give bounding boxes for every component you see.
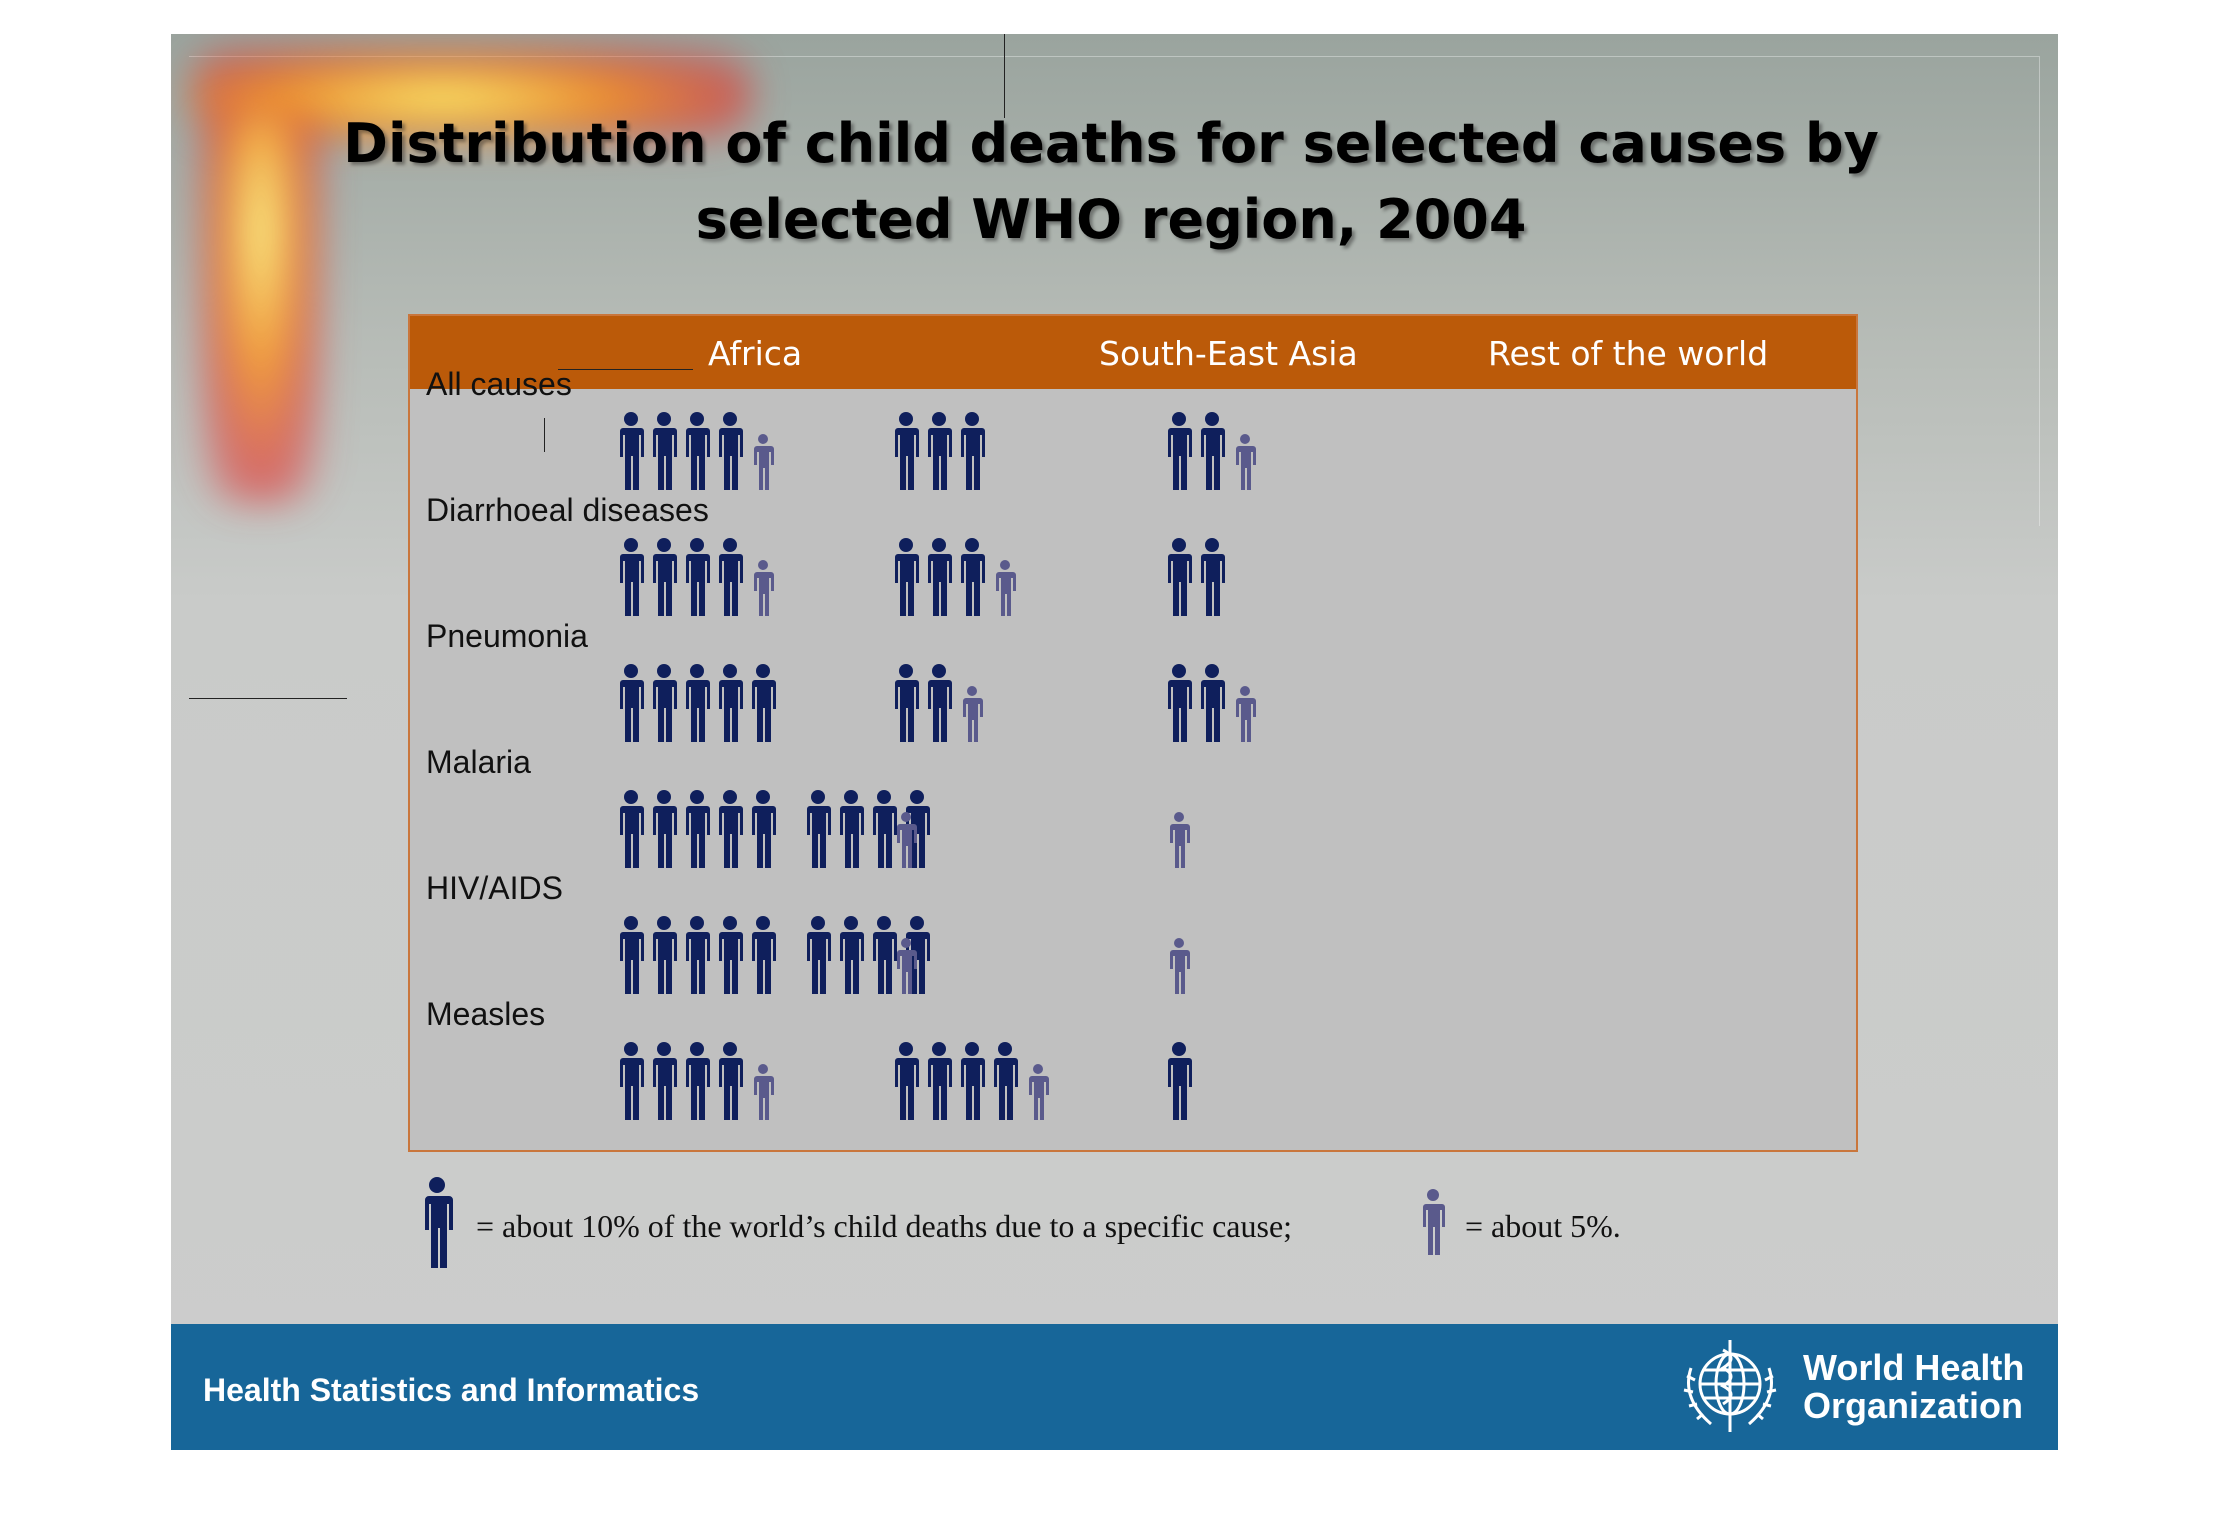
full-person-icon <box>928 664 952 742</box>
full-person-icon <box>1201 664 1225 742</box>
full-person-icon <box>620 412 644 490</box>
who-name: World Health Organization <box>1803 1349 2024 1425</box>
full-person-icon <box>719 664 743 742</box>
full-person-icon <box>895 412 919 490</box>
full-person-icon <box>1168 1042 1192 1120</box>
region-header: Africa South-East Asia Rest of the world <box>410 316 1856 389</box>
full-person-icon <box>752 916 776 994</box>
legend: = about 10% of the world’s child deaths … <box>408 1177 1858 1268</box>
half-person-icon <box>754 434 774 490</box>
footer-bar: Health Statistics and Informatics World … <box>171 1324 2058 1450</box>
pictogram-table: Africa South-East Asia Rest of the world… <box>408 314 1858 1152</box>
full-person-icon <box>840 790 864 868</box>
full-person-icon <box>653 790 677 868</box>
half-person-icon <box>754 1064 774 1120</box>
full-person-icon <box>807 790 831 868</box>
legend-half-person-icon <box>1423 1189 1445 1255</box>
full-person-icon <box>961 1042 985 1120</box>
half-person-icon <box>754 560 774 616</box>
full-person-icon <box>807 916 831 994</box>
half-person-icon <box>963 686 983 742</box>
full-person-icon <box>1201 538 1225 616</box>
half-person-icon <box>1170 812 1190 868</box>
row-label-all-causes: All causes <box>426 366 572 402</box>
slide-frame-line-vertical <box>2039 56 2040 526</box>
full-person-icon <box>840 916 864 994</box>
full-person-icon <box>620 790 644 868</box>
full-person-icon <box>686 916 710 994</box>
full-person-icon <box>686 1042 710 1120</box>
full-person-icon <box>752 664 776 742</box>
full-person-icon <box>895 664 919 742</box>
full-person-icon <box>961 538 985 616</box>
stray-underline-left <box>189 698 347 699</box>
full-person-icon <box>686 664 710 742</box>
full-person-icon <box>686 538 710 616</box>
full-person-icon <box>895 1042 919 1120</box>
row-label-diarrhoeal-diseases: Diarrhoeal diseases <box>426 492 709 528</box>
legend-full-person-icon <box>425 1177 453 1268</box>
half-person-icon <box>1170 938 1190 994</box>
full-person-icon <box>719 412 743 490</box>
footer-department-label: Health Statistics and Informatics <box>203 1372 700 1408</box>
full-person-icon <box>719 790 743 868</box>
full-person-icon <box>653 538 677 616</box>
slide-frame-line <box>189 56 2039 57</box>
who-name-line1: World Health <box>1803 1347 2025 1388</box>
full-person-icon <box>620 1042 644 1120</box>
half-person-icon <box>897 938 917 994</box>
full-person-icon <box>1168 412 1192 490</box>
full-person-icon <box>686 790 710 868</box>
full-person-icon <box>928 412 952 490</box>
row-label-measles: Measles <box>426 996 546 1032</box>
full-person-icon <box>873 916 897 994</box>
full-person-icon <box>719 538 743 616</box>
full-person-icon <box>928 1042 952 1120</box>
full-person-icon <box>653 1042 677 1120</box>
full-person-icon <box>994 1042 1018 1120</box>
full-person-icon <box>752 790 776 868</box>
row-label-hiv-aids: HIV/AIDS <box>426 870 563 906</box>
row-label-malaria: Malaria <box>426 744 531 780</box>
region-label-rest-of-world: Rest of the world <box>1488 334 1769 373</box>
full-person-icon <box>620 538 644 616</box>
region-label-south-east-asia: South-East Asia <box>1099 334 1358 373</box>
full-person-icon <box>961 412 985 490</box>
full-person-icon <box>653 412 677 490</box>
half-person-icon <box>1236 686 1256 742</box>
full-person-icon <box>1201 412 1225 490</box>
legend-full-text: = about 10% of the world’s child deaths … <box>476 1208 1293 1244</box>
pictogram-grid <box>620 412 1256 1120</box>
half-person-icon <box>1029 1064 1049 1120</box>
half-person-icon <box>897 812 917 868</box>
full-person-icon <box>719 1042 743 1120</box>
full-person-icon <box>653 664 677 742</box>
full-person-icon <box>620 664 644 742</box>
half-person-icon <box>996 560 1016 616</box>
legend-half-text: = about 5%. <box>1465 1208 1621 1244</box>
full-person-icon <box>1168 664 1192 742</box>
full-person-icon <box>873 790 897 868</box>
cursor-line <box>1004 34 1005 118</box>
half-person-icon <box>1236 434 1256 490</box>
who-name-line2: Organization <box>1803 1385 2024 1426</box>
who-emblem-icon <box>1683 1340 1777 1432</box>
full-person-icon <box>719 916 743 994</box>
full-person-icon <box>653 916 677 994</box>
full-person-icon <box>1168 538 1192 616</box>
slide-title: Distribution of child deaths for selecte… <box>343 112 1879 251</box>
slide: Distribution of child deaths for selecte… <box>171 34 2058 1450</box>
stray-underline-header <box>558 369 693 370</box>
full-person-icon <box>686 412 710 490</box>
full-person-icon <box>928 538 952 616</box>
full-person-icon <box>620 916 644 994</box>
full-person-icon <box>895 538 919 616</box>
region-label-africa: Africa <box>708 334 803 373</box>
row-label-pneumonia: Pneumonia <box>426 618 588 654</box>
text-cursor <box>544 418 545 452</box>
